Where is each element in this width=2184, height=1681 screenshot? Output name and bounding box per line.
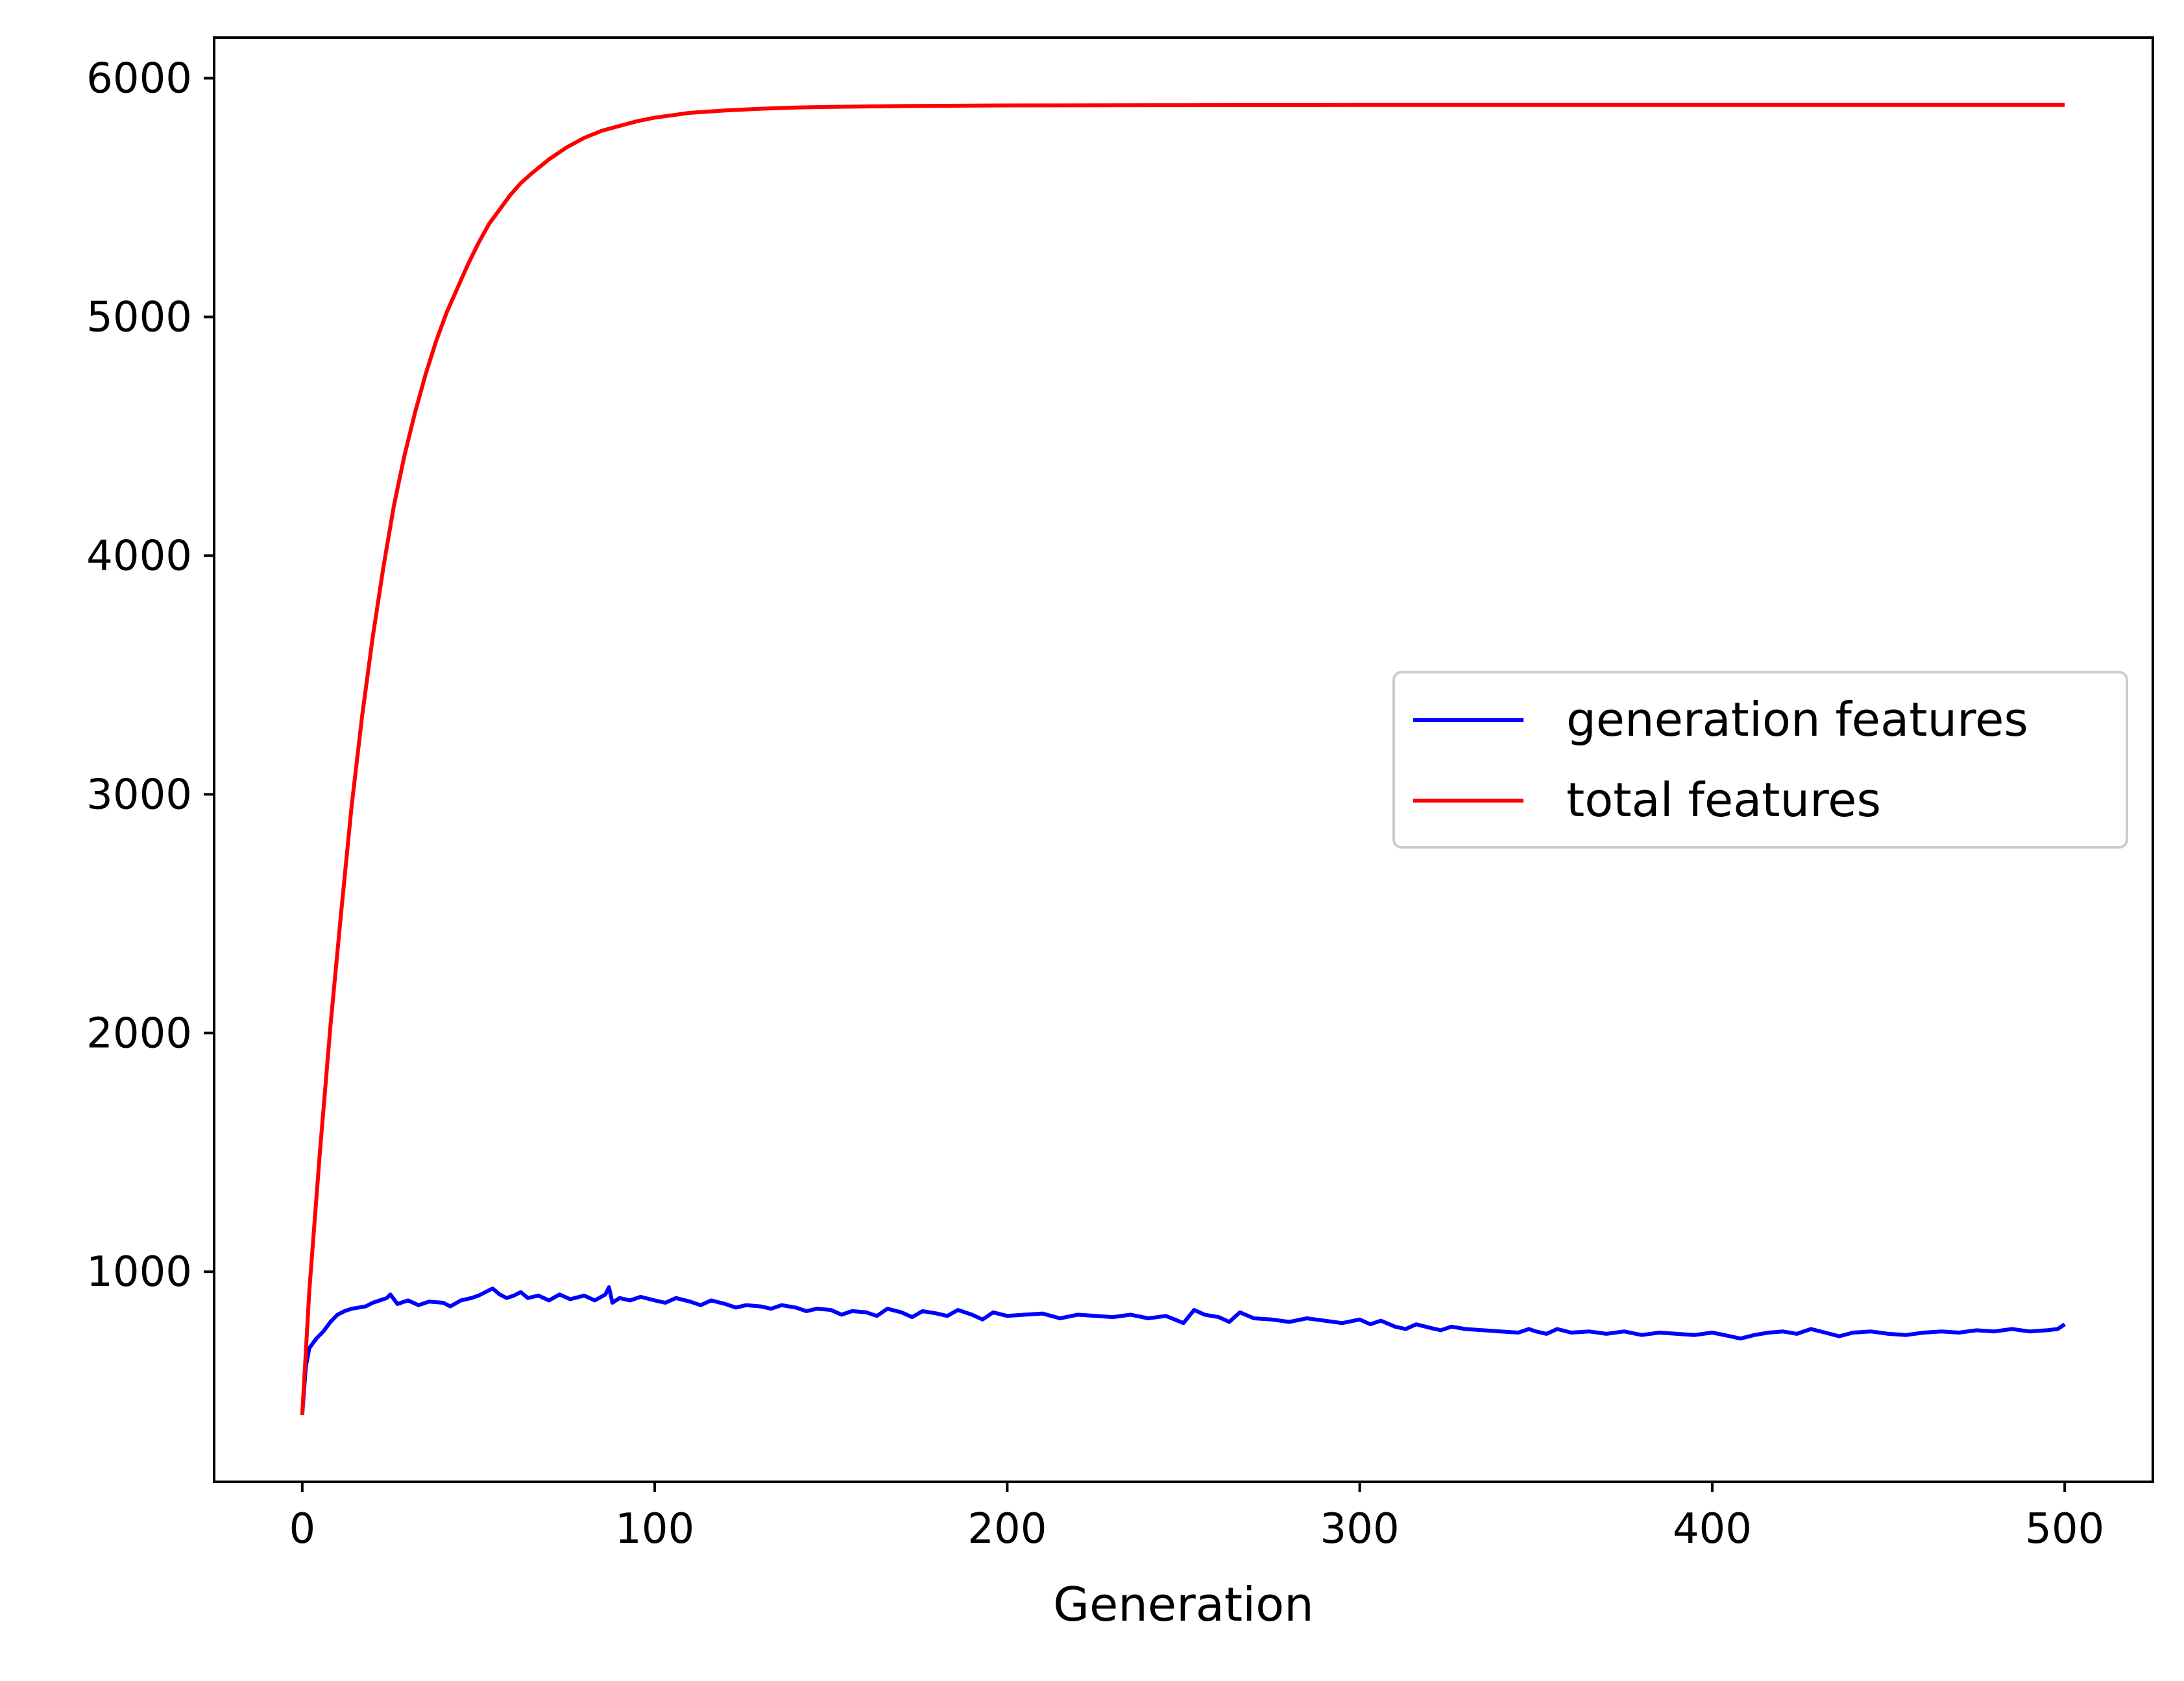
x-tick-label: 500 [2025, 1505, 2104, 1553]
x-tick-label: 0 [289, 1505, 315, 1553]
series-line-generation-features [300, 1285, 2066, 1416]
ticks-layer: 0 100 200 300 400 500 1000 2000 3000 4000 5000 6000 [86, 55, 2104, 1553]
series-line-total-features [300, 103, 2065, 1416]
y-tick-label: 2000 [86, 1010, 192, 1058]
x-tick-label: 300 [1320, 1505, 1400, 1553]
legend-label: total features [1566, 773, 1881, 827]
series-layer [300, 103, 2066, 1416]
y-tick-label: 3000 [86, 771, 192, 819]
y-tick-label: 6000 [86, 55, 192, 103]
legend-box [1392, 671, 2128, 849]
y-tick-label: 5000 [86, 293, 192, 341]
legend-label: generation features [1566, 692, 2028, 747]
legend: generation features total features [1392, 671, 2128, 849]
x-axis-label: Generation [1053, 1577, 1314, 1632]
y-tick-label: 1000 [86, 1248, 192, 1296]
y-tick-label: 4000 [86, 532, 192, 580]
x-tick-label: 400 [1673, 1505, 1752, 1553]
x-tick-label: 100 [615, 1505, 694, 1553]
plot-frame [213, 36, 2154, 1483]
x-tick-label: 200 [967, 1505, 1047, 1553]
